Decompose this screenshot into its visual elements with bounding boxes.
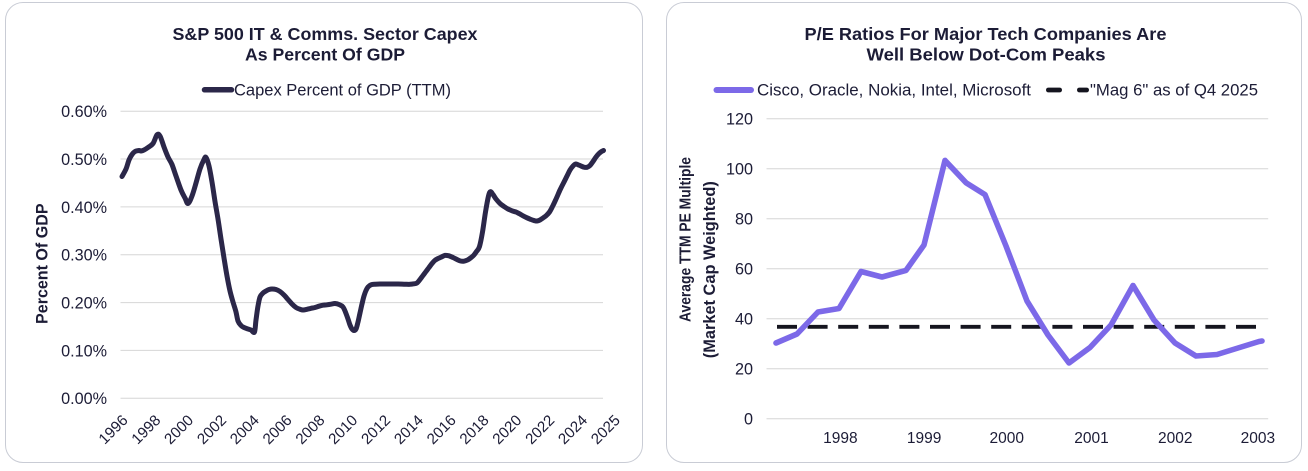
svg-text:2004: 2004 [227, 412, 263, 448]
svg-text:1996: 1996 [96, 412, 132, 448]
svg-text:0.20%: 0.20% [61, 295, 107, 313]
svg-text:0.60%: 0.60% [61, 103, 107, 121]
svg-text:Percent Of GDP: Percent Of GDP [33, 203, 52, 324]
svg-text:As Percent Of GDP: As Percent Of GDP [245, 44, 405, 64]
svg-text:0: 0 [744, 411, 753, 429]
svg-text:120: 120 [726, 111, 753, 129]
svg-text:2002: 2002 [1158, 430, 1192, 447]
svg-text:Cisco, Oracle, Nokia, Intel, M: Cisco, Oracle, Nokia, Intel, Microsoft [757, 82, 1031, 100]
svg-text:"Mag 6" as of Q4 2025: "Mag 6" as of Q4 2025 [1090, 82, 1258, 100]
svg-text:60: 60 [735, 261, 753, 279]
svg-text:0.10%: 0.10% [61, 342, 107, 360]
svg-text:Capex Percent of GDP (TTM): Capex Percent of GDP (TTM) [234, 81, 451, 99]
svg-text:Well Below Dot-Com Peaks: Well Below Dot-Com Peaks [867, 44, 1106, 64]
svg-text:S&P 500 IT & Comms. Sector Cap: S&P 500 IT & Comms. Sector Capex [173, 24, 478, 44]
svg-text:2000: 2000 [990, 430, 1025, 447]
svg-text:2016: 2016 [424, 412, 460, 448]
svg-text:2012: 2012 [358, 412, 394, 448]
svg-text:0.00%: 0.00% [61, 390, 107, 408]
svg-text:(Market Cap Weighted): (Market Cap Weighted) [701, 181, 719, 358]
svg-text:100: 100 [726, 161, 753, 179]
svg-text:40: 40 [735, 311, 753, 329]
svg-text:0.30%: 0.30% [61, 247, 107, 265]
svg-text:20: 20 [735, 361, 753, 379]
svg-text:2003: 2003 [1241, 430, 1275, 447]
svg-text:2018: 2018 [457, 412, 493, 448]
svg-text:2000: 2000 [161, 412, 197, 448]
svg-text:2022: 2022 [522, 412, 558, 448]
svg-text:2014: 2014 [391, 412, 427, 448]
svg-text:0.50%: 0.50% [61, 151, 107, 169]
svg-text:2002: 2002 [194, 412, 230, 448]
svg-text:80: 80 [735, 211, 753, 229]
svg-text:2008: 2008 [293, 412, 329, 448]
svg-text:P/E Ratios For Major Tech Comp: P/E Ratios For Major Tech Companies Are [805, 24, 1167, 44]
svg-text:2024: 2024 [555, 412, 591, 448]
svg-text:0.40%: 0.40% [61, 199, 107, 217]
svg-text:2006: 2006 [260, 412, 296, 448]
svg-text:2020: 2020 [489, 412, 525, 448]
svg-text:2010: 2010 [325, 412, 361, 448]
svg-text:1998: 1998 [823, 430, 857, 447]
svg-text:1999: 1999 [907, 430, 941, 447]
svg-text:2025: 2025 [588, 412, 624, 448]
svg-text:2001: 2001 [1074, 430, 1108, 447]
svg-text:Average TTM PE Multiple: Average TTM PE Multiple [678, 157, 695, 322]
svg-text:1998: 1998 [128, 412, 164, 448]
